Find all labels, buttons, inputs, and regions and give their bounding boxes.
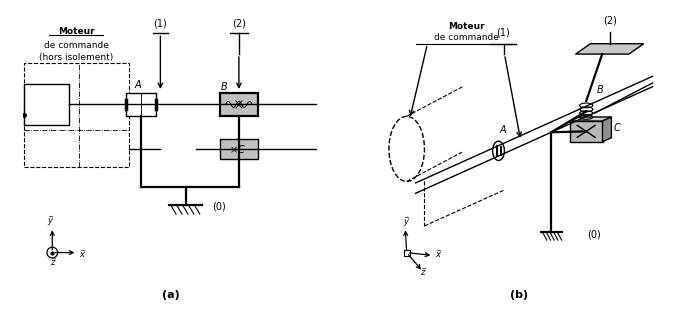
Text: (2): (2) bbox=[232, 19, 246, 29]
Text: (0): (0) bbox=[213, 202, 226, 212]
Bar bbox=[220, 93, 258, 116]
Text: (b): (b) bbox=[510, 290, 528, 300]
Text: Moteur: Moteur bbox=[447, 22, 484, 31]
Text: (1): (1) bbox=[496, 28, 510, 38]
Ellipse shape bbox=[493, 141, 505, 160]
Text: (hors isolement): (hors isolement) bbox=[39, 52, 113, 62]
Text: Moteur: Moteur bbox=[58, 27, 94, 36]
Bar bbox=[126, 93, 156, 116]
Bar bbox=[570, 121, 602, 142]
Bar bbox=[24, 63, 129, 167]
Text: $\vec{z}$: $\vec{z}$ bbox=[50, 256, 57, 268]
Text: B: B bbox=[597, 85, 604, 95]
Text: $\vec{x}$: $\vec{x}$ bbox=[79, 248, 86, 260]
Text: $\vec{x}$: $\vec{x}$ bbox=[435, 248, 442, 260]
Text: B: B bbox=[221, 81, 228, 91]
Text: $\times$C: $\times$C bbox=[229, 143, 246, 155]
Text: (a): (a) bbox=[162, 290, 180, 300]
Bar bbox=[24, 84, 68, 125]
Text: C: C bbox=[614, 123, 620, 133]
Text: de commande: de commande bbox=[434, 33, 498, 43]
Text: $\vec{y}$: $\vec{y}$ bbox=[403, 215, 411, 229]
Text: A: A bbox=[135, 80, 141, 90]
Text: A: A bbox=[500, 125, 507, 135]
Ellipse shape bbox=[389, 116, 424, 182]
Polygon shape bbox=[576, 44, 644, 54]
Text: (1): (1) bbox=[153, 19, 167, 29]
Bar bbox=[220, 139, 258, 158]
Text: $\vec{z}$: $\vec{z}$ bbox=[420, 266, 427, 278]
Bar bbox=[404, 250, 410, 256]
Polygon shape bbox=[570, 117, 611, 121]
Text: (0): (0) bbox=[587, 230, 601, 240]
Polygon shape bbox=[602, 117, 611, 142]
Text: (2): (2) bbox=[603, 16, 617, 26]
Text: de commande: de commande bbox=[43, 41, 109, 50]
Text: $\vec{y}$: $\vec{y}$ bbox=[47, 214, 54, 228]
